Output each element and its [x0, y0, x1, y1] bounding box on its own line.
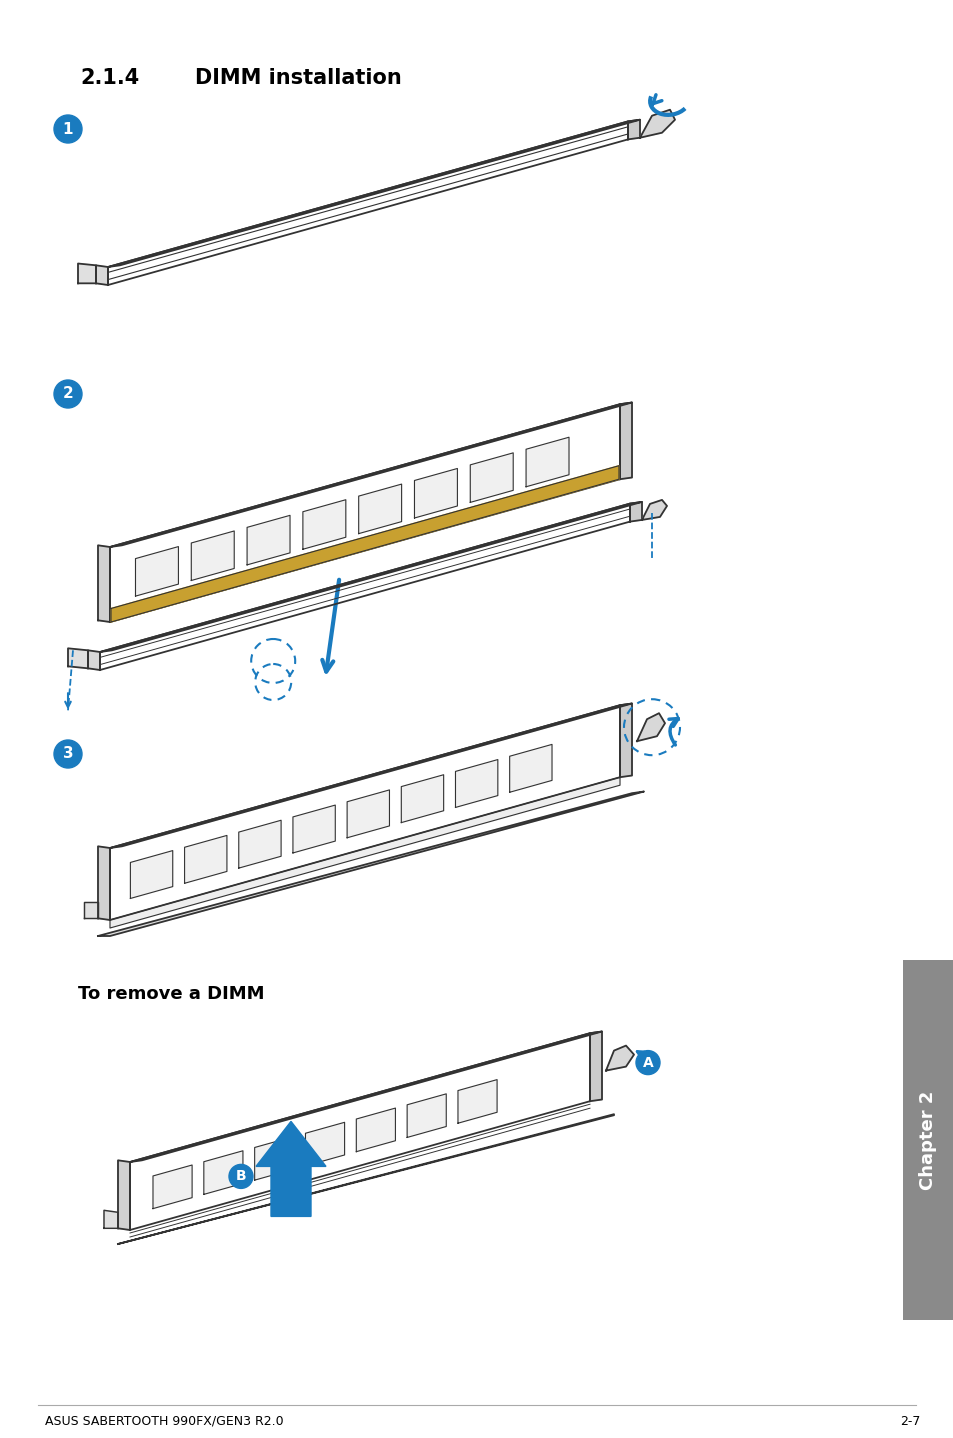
Circle shape — [636, 1051, 659, 1074]
Text: 1: 1 — [63, 121, 73, 137]
Circle shape — [54, 741, 82, 768]
Polygon shape — [118, 1114, 614, 1244]
Text: B: B — [235, 1169, 246, 1183]
Polygon shape — [605, 1045, 634, 1071]
Polygon shape — [637, 713, 664, 741]
Polygon shape — [184, 835, 227, 883]
Polygon shape — [110, 404, 619, 623]
Text: 3: 3 — [63, 746, 73, 762]
Polygon shape — [108, 119, 639, 267]
Text: 2.1.4: 2.1.4 — [80, 68, 139, 88]
Polygon shape — [356, 1109, 395, 1152]
Polygon shape — [98, 847, 110, 920]
Polygon shape — [629, 502, 641, 522]
Polygon shape — [100, 502, 641, 651]
Polygon shape — [414, 469, 456, 518]
Polygon shape — [118, 1160, 130, 1229]
Polygon shape — [135, 546, 178, 597]
Polygon shape — [247, 515, 290, 565]
Polygon shape — [98, 545, 110, 623]
Polygon shape — [619, 403, 631, 479]
Polygon shape — [96, 266, 108, 285]
Polygon shape — [455, 759, 497, 807]
Polygon shape — [84, 902, 98, 919]
Polygon shape — [627, 119, 639, 139]
Polygon shape — [192, 531, 234, 581]
Text: Chapter 2: Chapter 2 — [919, 1090, 937, 1189]
Circle shape — [54, 380, 82, 408]
Polygon shape — [470, 453, 513, 502]
Polygon shape — [619, 703, 631, 777]
Polygon shape — [407, 1094, 446, 1137]
Polygon shape — [255, 1122, 326, 1217]
Circle shape — [54, 115, 82, 142]
Polygon shape — [589, 1031, 601, 1102]
Circle shape — [229, 1165, 253, 1188]
Polygon shape — [152, 1165, 192, 1208]
Polygon shape — [305, 1122, 344, 1166]
Polygon shape — [104, 1211, 118, 1228]
Text: To remove a DIMM: To remove a DIMM — [78, 985, 264, 1002]
Polygon shape — [358, 485, 401, 533]
Polygon shape — [509, 745, 552, 792]
Polygon shape — [78, 263, 96, 283]
Polygon shape — [110, 703, 631, 848]
Text: ASUS SABERTOOTH 990FX/GEN3 R2.0: ASUS SABERTOOTH 990FX/GEN3 R2.0 — [45, 1415, 283, 1428]
Polygon shape — [238, 820, 281, 869]
Polygon shape — [457, 1080, 497, 1123]
Polygon shape — [110, 777, 619, 928]
Polygon shape — [131, 851, 172, 899]
Polygon shape — [639, 109, 675, 138]
Polygon shape — [130, 1031, 601, 1162]
Polygon shape — [110, 403, 631, 546]
Polygon shape — [88, 650, 100, 670]
Polygon shape — [98, 791, 643, 936]
Polygon shape — [293, 805, 335, 853]
Polygon shape — [108, 121, 627, 285]
Text: 2-7: 2-7 — [899, 1415, 920, 1428]
Polygon shape — [100, 503, 629, 670]
Polygon shape — [641, 500, 666, 521]
Polygon shape — [401, 775, 443, 823]
Polygon shape — [68, 649, 88, 669]
Polygon shape — [130, 1032, 589, 1229]
Text: DIMM installation: DIMM installation — [194, 68, 401, 88]
Polygon shape — [254, 1136, 294, 1181]
Polygon shape — [111, 466, 618, 623]
Text: A: A — [642, 1055, 653, 1070]
Polygon shape — [347, 789, 389, 838]
Polygon shape — [204, 1150, 243, 1195]
Polygon shape — [110, 705, 619, 920]
Bar — [902, 961, 953, 1320]
Text: 2: 2 — [63, 387, 73, 401]
Polygon shape — [525, 437, 568, 486]
Polygon shape — [302, 500, 345, 549]
